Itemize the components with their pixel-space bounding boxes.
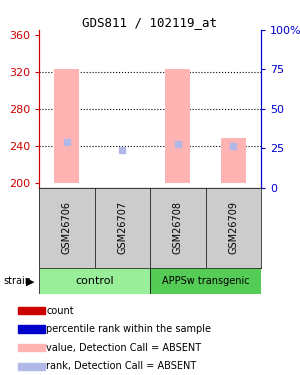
Text: strain: strain [3, 276, 31, 286]
Bar [18, 363, 45, 370]
Bar [18, 307, 45, 314]
Bar [54, 69, 79, 183]
Bar [221, 138, 246, 183]
Text: control: control [75, 276, 114, 286]
Text: GSM26706: GSM26706 [62, 201, 72, 254]
Text: value, Detection Call = ABSENT: value, Detection Call = ABSENT [46, 343, 202, 352]
Text: GSM26708: GSM26708 [173, 201, 183, 254]
Text: GSM26707: GSM26707 [117, 201, 127, 254]
Bar [18, 344, 45, 351]
Text: rank, Detection Call = ABSENT: rank, Detection Call = ABSENT [46, 361, 197, 371]
Bar [18, 326, 45, 333]
Title: GDS811 / 102119_at: GDS811 / 102119_at [82, 16, 218, 29]
Bar [39, 268, 150, 294]
Bar [165, 69, 190, 183]
Text: APPSw transgenic: APPSw transgenic [162, 276, 249, 286]
Text: ▶: ▶ [26, 276, 34, 286]
Bar [150, 268, 261, 294]
Text: GSM26709: GSM26709 [228, 201, 238, 254]
Text: percentile rank within the sample: percentile rank within the sample [46, 324, 211, 334]
Text: count: count [46, 306, 74, 315]
